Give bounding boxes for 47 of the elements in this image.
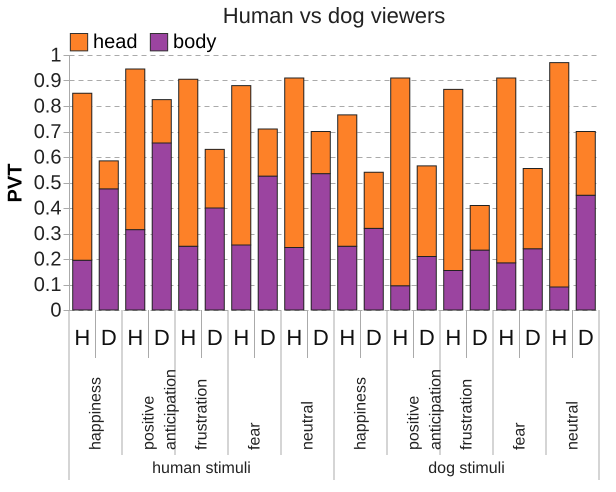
x-tick-label: D (578, 325, 594, 350)
y-tick-label: 0.6 (34, 146, 62, 168)
y-tick-label: 0.5 (34, 172, 62, 194)
x-tick-label: H (286, 325, 302, 350)
x-tick-label: H (339, 325, 356, 350)
x-tick-label: H (233, 325, 250, 350)
text: fear (512, 422, 528, 450)
x-tick-label: H (180, 325, 196, 350)
x-tick-label: H (445, 325, 462, 350)
y-tick-label: 0.2 (34, 248, 62, 270)
x-tick-label: D (154, 325, 170, 350)
text: human stimuli (152, 460, 251, 477)
x-tick-label: D (524, 325, 541, 350)
y-tick-label: 1 (50, 44, 62, 66)
x-tick-label: D (206, 325, 223, 350)
x-tick-label: H (551, 325, 568, 350)
x-tick-label: D (366, 325, 382, 350)
y-tick-label: 0.8 (34, 96, 62, 118)
text: positive anticipation (406, 369, 444, 450)
x-tick-label: H (127, 325, 144, 350)
text: dog stimuli (428, 460, 505, 477)
x-tick-label: D (418, 325, 435, 350)
legend-label: body (173, 31, 216, 54)
text: positive anticipation (140, 369, 180, 450)
y-tick-label: 0.4 (34, 198, 62, 220)
text: fear (246, 422, 264, 450)
y-tick-label: 0 (50, 300, 62, 322)
text: neutral (300, 401, 316, 450)
y-tick-label: 0.9 (34, 70, 62, 92)
x-tick-label: D (100, 325, 117, 350)
x-tick-label: H (498, 325, 514, 350)
x-tick-label: D (260, 325, 276, 350)
legend-label: head (93, 31, 138, 54)
chart-title: Human vs dog viewers (222, 3, 446, 28)
text: happiness (88, 377, 104, 450)
x-tick-label: H (74, 325, 90, 350)
x-tick-label: H (392, 325, 408, 350)
text: neutral (564, 401, 582, 450)
text: happiness (352, 377, 370, 450)
y-tick-label: 0.7 (34, 121, 62, 143)
text: frustration (458, 378, 476, 450)
x-tick-label: D (472, 325, 488, 350)
y-tick-label: 0.1 (34, 274, 62, 296)
text: frustration (194, 378, 210, 450)
y-axis-title: PVT (4, 164, 27, 202)
x-tick-label: D (312, 325, 329, 350)
y-tick-label: 0.3 (34, 223, 62, 245)
